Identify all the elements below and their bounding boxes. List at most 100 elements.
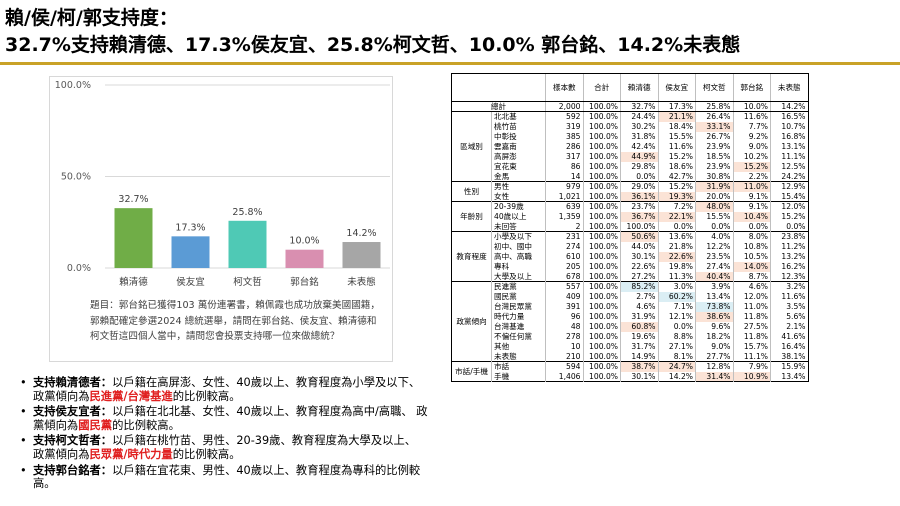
- table-cell: 18.4%: [657, 121, 696, 132]
- row-label: 女性: [491, 191, 546, 202]
- category-label: 未表態: [347, 276, 376, 288]
- table-cell: 13.1%: [770, 141, 808, 152]
- table-cell: 100.0%: [582, 291, 621, 302]
- category-label: 郭台銘: [290, 276, 319, 288]
- table-cell: 11.8%: [732, 331, 771, 342]
- table-cell: 12.5%: [770, 161, 808, 172]
- row-label: 不偏任何黨: [491, 331, 546, 342]
- table-cell: 21.1%: [657, 111, 696, 122]
- table-row: 雲嘉南 286 100.0% 42.4% 11.6% 23.9% 9.0% 13.1%: [452, 141, 808, 152]
- table-cell: 60.2%: [657, 291, 696, 302]
- finding-party: 民進黨/台灣基進: [89, 389, 173, 403]
- table-row: 市話/手機 市話 594 100.0% 38.7% 24.7% 12.8% 7.9% 15.9%: [451, 361, 808, 382]
- table-cell: 678: [545, 271, 583, 282]
- row-label: 雲嘉南: [491, 141, 546, 152]
- table-cell: 14.9%: [620, 351, 658, 362]
- table-row: 女性 1,021 100.0% 36.1% 19.3% 20.0% 9.1% 15.4%: [452, 191, 808, 202]
- table-cell: 100.0%: [582, 171, 621, 182]
- row-label: 宜花東: [491, 161, 546, 172]
- table-cell: 100.0%: [582, 241, 621, 252]
- table-cell: 100.0%: [582, 131, 621, 142]
- column-header: 未表態: [770, 73, 808, 102]
- table-cell: 48: [545, 321, 583, 332]
- table-cell: 2.2%: [732, 171, 771, 182]
- table-cell: 29.0%: [620, 181, 658, 192]
- table-cell: 100.0%: [582, 191, 621, 202]
- group-label: 性別: [451, 181, 492, 202]
- table-cell: 286: [545, 141, 583, 152]
- group-label: 區域別: [451, 111, 492, 182]
- table-cell: 60.8%: [620, 321, 658, 332]
- table-cell: 12.3%: [770, 271, 808, 282]
- table-row: 40歲以上 1,359 100.0% 36.7% 22.1% 15.5% 10.4% 15.2…: [452, 211, 808, 222]
- table-cell: 15.5%: [695, 211, 733, 222]
- finding-lead: 支持柯文哲者：: [33, 434, 113, 448]
- table-cell: 2: [545, 221, 583, 232]
- table-cell: 231: [545, 231, 583, 242]
- finding-item: 支持賴清德者：以戶籍在高屏澎、女性、40歲以上、教育程度為小學及以下、 政黨傾向…: [20, 376, 430, 403]
- table-row: 年齡別 20-39歲 639 100.0% 23.7% 7.2% 48.0% 9.1% 12.0…: [451, 201, 808, 232]
- group-label: 教育程度: [451, 231, 492, 282]
- table-cell: 13.6%: [657, 231, 696, 242]
- table-cell: 391: [545, 301, 583, 312]
- finding-lead: 支持侯友宜者：: [33, 405, 113, 419]
- table-cell: 100.0%: [582, 361, 621, 372]
- table-cell: 12.0%: [770, 201, 808, 212]
- table-cell: 10.8%: [732, 241, 771, 252]
- category-label: 侯友宜: [176, 276, 205, 288]
- table-cell: 11.3%: [657, 271, 696, 282]
- table-cell: 14: [545, 171, 583, 182]
- category-label: 柯文哲: [233, 276, 262, 288]
- table-cell: 1,021: [545, 191, 583, 202]
- table-cell: 44.0%: [620, 241, 658, 252]
- table-cell: 12.2%: [695, 241, 733, 252]
- column-header: 樣本數: [545, 73, 583, 102]
- row-label: 手機: [491, 371, 546, 382]
- table-cell: 14.0%: [732, 261, 771, 272]
- table-cell: 26.7%: [695, 131, 733, 142]
- table-row: 宜花東 86 100.0% 29.8% 18.6% 23.9% 15.2% 12.5%: [452, 161, 808, 172]
- table-cell: 0.0%: [770, 221, 808, 232]
- bar-chart-panel: 100.0% 50.0% 0.0% 32.7% 賴清德 17.3% 侯友宜 25.8% 柯文哲 1…: [49, 76, 393, 362]
- table-cell: 27.5%: [732, 321, 771, 332]
- table-cell: 610: [545, 251, 583, 262]
- table-cell: 11.6%: [770, 291, 808, 302]
- table-cell: 14.2%: [770, 101, 808, 112]
- table-cell: 24.2%: [770, 171, 808, 182]
- table-cell: 1,359: [545, 211, 583, 222]
- table-cell: 12.0%: [732, 291, 771, 302]
- table-cell: 13.4%: [695, 291, 733, 302]
- group-label: 年齡別: [451, 201, 492, 232]
- table-cell: 20.0%: [695, 191, 733, 202]
- table-cell: 100.0%: [582, 151, 621, 162]
- table-cell: 100.0%: [582, 301, 621, 312]
- table-cell: 41.6%: [770, 331, 808, 342]
- table-cell: 100.0%: [582, 231, 621, 242]
- column-header: 柯文哲: [695, 73, 733, 102]
- table-cell: 40.4%: [695, 271, 733, 282]
- y-tick-label: 100.0%: [55, 80, 91, 91]
- table-row: 專科 205 100.0% 22.6% 19.8% 27.4% 14.0% 16.2%: [452, 261, 808, 272]
- category-label: 賴清德: [119, 276, 148, 288]
- table-cell: 12.9%: [770, 181, 808, 192]
- table-cell: 21.8%: [657, 241, 696, 252]
- table-cell: 31.9%: [620, 311, 658, 322]
- table-cell: 274: [545, 241, 583, 252]
- table-row: 未回答 2 100.0% 100.0% 0.0% 0.0% 0.0% 0.0%: [452, 221, 808, 232]
- table-cell: 10.0%: [732, 101, 771, 112]
- table-cell: 31.7%: [620, 341, 658, 352]
- table-cell: 100.0%: [582, 211, 621, 222]
- table-cell: 100.0%: [582, 271, 621, 282]
- finding-item: 支持侯友宜者：以戶籍在北北基、女性、40歲以上、教育程度為高中/高職、 政黨傾向…: [20, 405, 430, 432]
- table-cell: 27.4%: [695, 261, 733, 272]
- table-cell: 100.0%: [582, 101, 621, 112]
- table-row: 初中、國中 274 100.0% 44.0% 21.8% 12.2% 10.8% 11.2%: [452, 241, 808, 252]
- table-cell: 30.1%: [620, 251, 658, 262]
- table-row: 中彰投 385 100.0% 31.8% 15.5% 26.7% 9.2% 16.8%: [452, 131, 808, 142]
- bar-chart: 100.0% 50.0% 0.0% 32.7% 賴清德 17.3% 侯友宜 25.8% 柯文哲 1…: [55, 80, 390, 288]
- table-cell: 0.0%: [620, 171, 658, 182]
- y-tick-label: 50.0%: [61, 172, 91, 183]
- row-label: 未回答: [491, 221, 546, 232]
- table-cell: 4.6%: [620, 301, 658, 312]
- table-cell: 19.6%: [620, 331, 658, 342]
